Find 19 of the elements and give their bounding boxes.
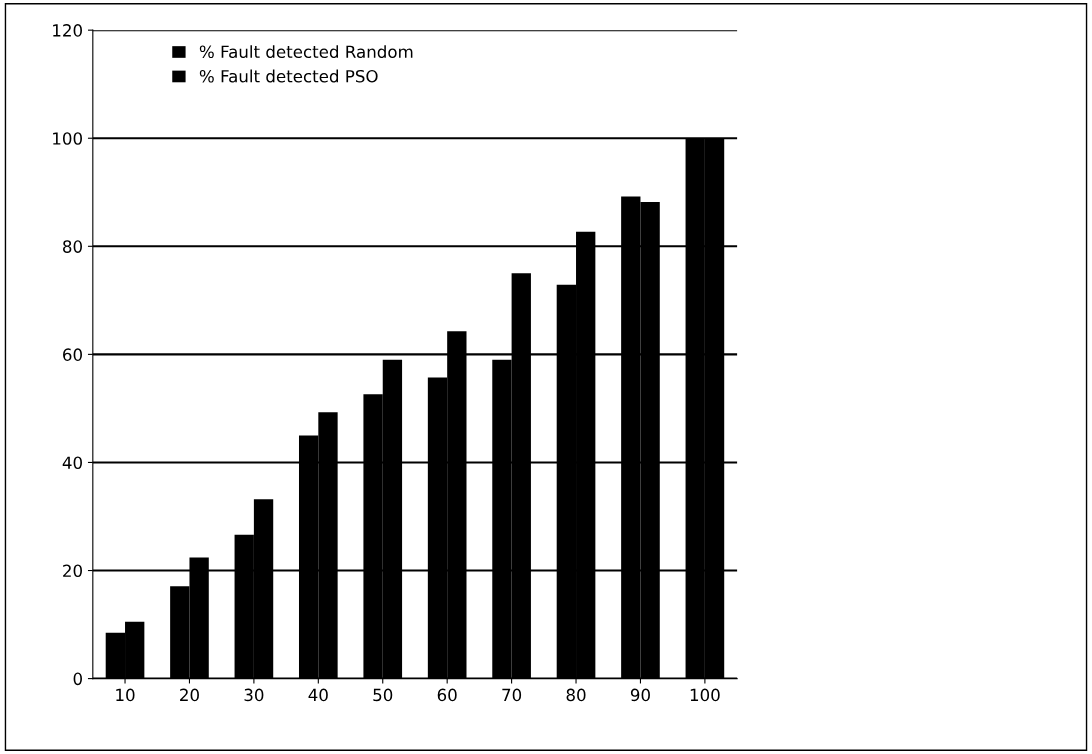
y-tick-label: 20 <box>63 564 82 578</box>
y-tick-label: 60 <box>63 348 82 361</box>
legend-label: % Fault detected Random <box>199 45 413 59</box>
y-tick-label: 100 <box>53 132 82 145</box>
y-tick-label: 0 <box>73 672 82 686</box>
x-tick-label: 20 <box>180 688 199 702</box>
x-tick-label: 40 <box>308 688 328 702</box>
x-tick-label: 100 <box>690 688 720 702</box>
x-tick-label: 30 <box>244 688 264 702</box>
x-tick-label: 60 <box>437 688 457 702</box>
y-tick-label: 80 <box>63 240 82 253</box>
y-tick-label: 120 <box>53 24 82 37</box>
x-tick-label: 80 <box>566 688 586 702</box>
x-tick-label: 70 <box>502 688 522 702</box>
x-tick-label: 50 <box>373 688 393 702</box>
y-tick-label: 40 <box>62 456 82 470</box>
legend-label: % Fault detected PSO <box>199 69 378 83</box>
x-tick-label: 90 <box>630 688 650 702</box>
x-tick-label: 10 <box>116 688 135 702</box>
